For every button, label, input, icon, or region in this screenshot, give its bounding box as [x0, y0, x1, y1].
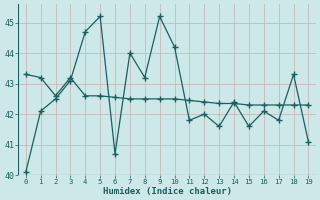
X-axis label: Humidex (Indice chaleur): Humidex (Indice chaleur): [103, 187, 232, 196]
